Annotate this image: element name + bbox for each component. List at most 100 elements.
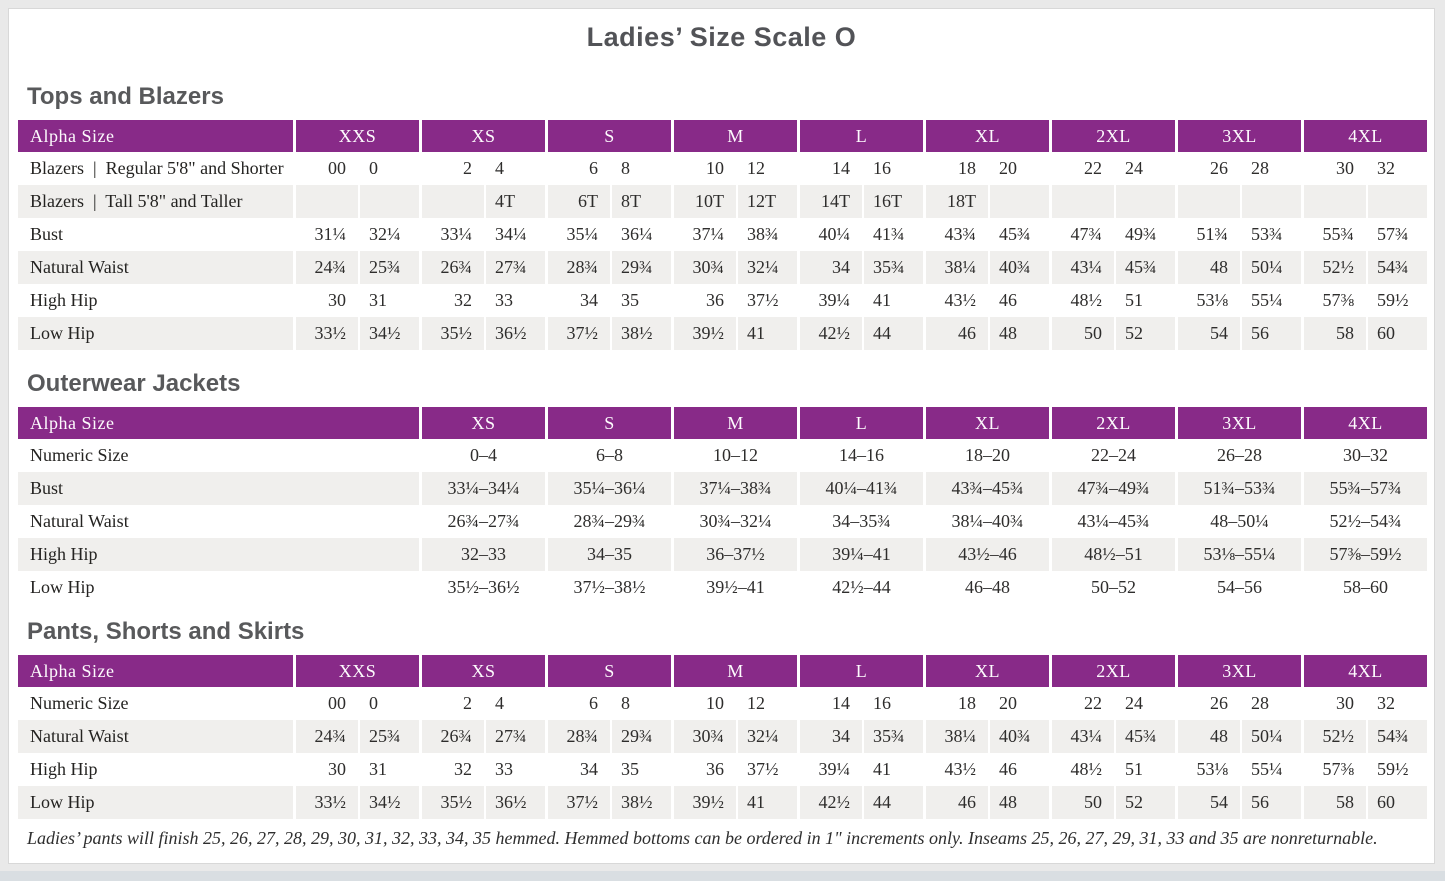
size-value-pair: 42½ 44 [797, 786, 923, 819]
size-range-value: 53⅛–55¼ [1175, 538, 1301, 571]
size-range-value: 33¼–34¼ [419, 472, 545, 505]
size-value-pair: 35½ 36½ [419, 317, 545, 350]
size-value: 34¼ [495, 224, 527, 244]
size-value: 38½ [621, 323, 653, 343]
size-value-pair: 6T 8T [545, 185, 671, 218]
size-range-value: 6–8 [545, 439, 671, 472]
size-value: 48 [1178, 251, 1242, 284]
size-value: 41¾ [873, 224, 905, 244]
size-value-pair: 14 16 [797, 687, 923, 720]
size-value-pair: 38¼ 40¾ [923, 251, 1049, 284]
column-header-size: XS [419, 407, 545, 439]
size-value: 43½ [926, 753, 990, 786]
hemming-footnote: Ladies’ pants will finish 25, 26, 27, 28… [27, 828, 1378, 848]
size-value-pair: 33½ 34½ [293, 317, 419, 350]
size-value: 57⅜ [1304, 753, 1368, 786]
size-value: 37½ [548, 317, 612, 350]
table-row: Numeric Size 00 0 2 4 6 8 10 12 14 16 18 20 22 24 26 28 3… [18, 687, 1427, 720]
size-value: 40¾ [999, 257, 1031, 277]
size-value: 48 [999, 792, 1017, 812]
size-value: 33¼ [422, 218, 486, 251]
size-value-pair: 42½ 44 [797, 317, 923, 350]
size-value: 38¼ [926, 720, 990, 753]
size-value: 52½ [1304, 251, 1368, 284]
size-value: 31¼ [296, 218, 360, 251]
size-value: 51 [1125, 290, 1143, 310]
size-value-pair: 43¼ 45¾ [1049, 251, 1175, 284]
size-value-pair: 46 48 [923, 786, 1049, 819]
table-header-row: Alpha Size XS S M L XL 2XL 3XL 4XL [18, 407, 1427, 439]
size-value-pair: 38¼ 40¾ [923, 720, 1049, 753]
size-value: 8T [621, 191, 641, 211]
size-value: 6 [548, 152, 612, 185]
table-row: Bust 31¼ 32¼ 33¼ 34¼ 35¼ 36¼ 37¼ 38¾ 40¼ 41¾ 43¾ 45¾… [18, 218, 1427, 251]
column-header-size: S [545, 407, 671, 439]
size-value: 55¼ [1251, 759, 1283, 779]
size-value: 33½ [296, 317, 360, 350]
size-value: 35½ [422, 317, 486, 350]
size-range-value: 35¼–36¼ [545, 472, 671, 505]
size-range-value: 58–60 [1301, 571, 1427, 604]
table-row: Low Hip 35½–36½ 37½–38½ 39½–41 42½–44 46–48 50… [18, 571, 1427, 604]
size-value-pair: 18 20 [923, 687, 1049, 720]
size-value-pair: 43¼ 45¾ [1049, 720, 1175, 753]
size-range-value: 57⅜–59½ [1301, 538, 1427, 571]
size-value-pair: 28¾ 29¾ [545, 251, 671, 284]
size-value-pair: 18T [923, 185, 1049, 218]
column-header-size: XL [923, 120, 1049, 152]
size-range-value: 14–16 [797, 439, 923, 472]
bottom-strip [0, 871, 1445, 881]
table-row: Low Hip 33½ 34½ 35½ 36½ 37½ 38½ 39½ 41 42½ 44 46 48 5… [18, 317, 1427, 350]
size-value-pair: 37½ 38½ [545, 786, 671, 819]
size-range-value: 30¾–32¼ [671, 505, 797, 538]
column-header-size: 4XL [1301, 655, 1427, 687]
row-label: Low Hip [30, 577, 95, 597]
size-value: 24¾ [296, 251, 360, 284]
size-value: 14 [800, 152, 864, 185]
size-value: 28¾ [548, 720, 612, 753]
size-range-value: 54–56 [1175, 571, 1301, 604]
size-value: 24¾ [296, 720, 360, 753]
table-row: High Hip 30 31 32 33 34 35 36 37½ 39¼ 41 43½ 46 48½ 51… [18, 753, 1427, 786]
size-value-pair: 35½ 36½ [419, 786, 545, 819]
size-value: 35½ [422, 786, 486, 819]
size-value-pair: 10 12 [671, 687, 797, 720]
size-range-value: 48–50¼ [1175, 505, 1301, 538]
size-value: 46 [999, 759, 1017, 779]
size-value-pair: 58 60 [1301, 317, 1427, 350]
size-value: 46 [926, 317, 990, 350]
size-value: 55¾ [1304, 218, 1368, 251]
size-value: 4 [495, 158, 504, 178]
size-value-pair: 37¼ 38¾ [671, 218, 797, 251]
size-value-pair: 33¼ 34¼ [419, 218, 545, 251]
size-value: 25¾ [369, 257, 401, 277]
size-value-pair: 47¾ 49¾ [1049, 218, 1175, 251]
size-value: 44 [873, 323, 891, 343]
size-value: 32 [422, 753, 486, 786]
size-value: 60 [1377, 792, 1395, 812]
size-value-pair: 32 33 [419, 753, 545, 786]
size-value: 41 [747, 323, 765, 343]
size-value-pair: 40¼ 41¾ [797, 218, 923, 251]
size-value-pair: 50 52 [1049, 786, 1175, 819]
size-range-value: 18–20 [923, 439, 1049, 472]
size-value: 30 [296, 753, 360, 786]
size-range-value: 46–48 [923, 571, 1049, 604]
size-value: 0 [369, 158, 378, 178]
size-value: 42½ [800, 317, 864, 350]
size-value: 0 [369, 693, 378, 713]
table-row: Blazers | Regular 5'8" and Shorter 00 0 2 4 6… [18, 152, 1427, 185]
size-value-pair: 48½ 51 [1049, 753, 1175, 786]
size-value-pair: 22 24 [1049, 687, 1175, 720]
row-label: Low Hip [30, 792, 95, 812]
size-value: 2 [422, 687, 486, 720]
size-value: 20 [999, 158, 1017, 178]
size-table-outerwear-jackets: Alpha Size XS S M L XL 2XL 3XL 4XL Numeric Size 0–… [18, 407, 1427, 604]
size-value: 57¾ [1377, 224, 1409, 244]
size-value-pair: 30¾ 32¼ [671, 720, 797, 753]
row-label: High Hip [30, 544, 98, 564]
size-value-pair: 54 56 [1175, 786, 1301, 819]
table-row: Natural Waist 24¾ 25¾ 26¾ 27¾ 28¾ 29¾ 30¾ 32¼ 34 3… [18, 251, 1427, 284]
